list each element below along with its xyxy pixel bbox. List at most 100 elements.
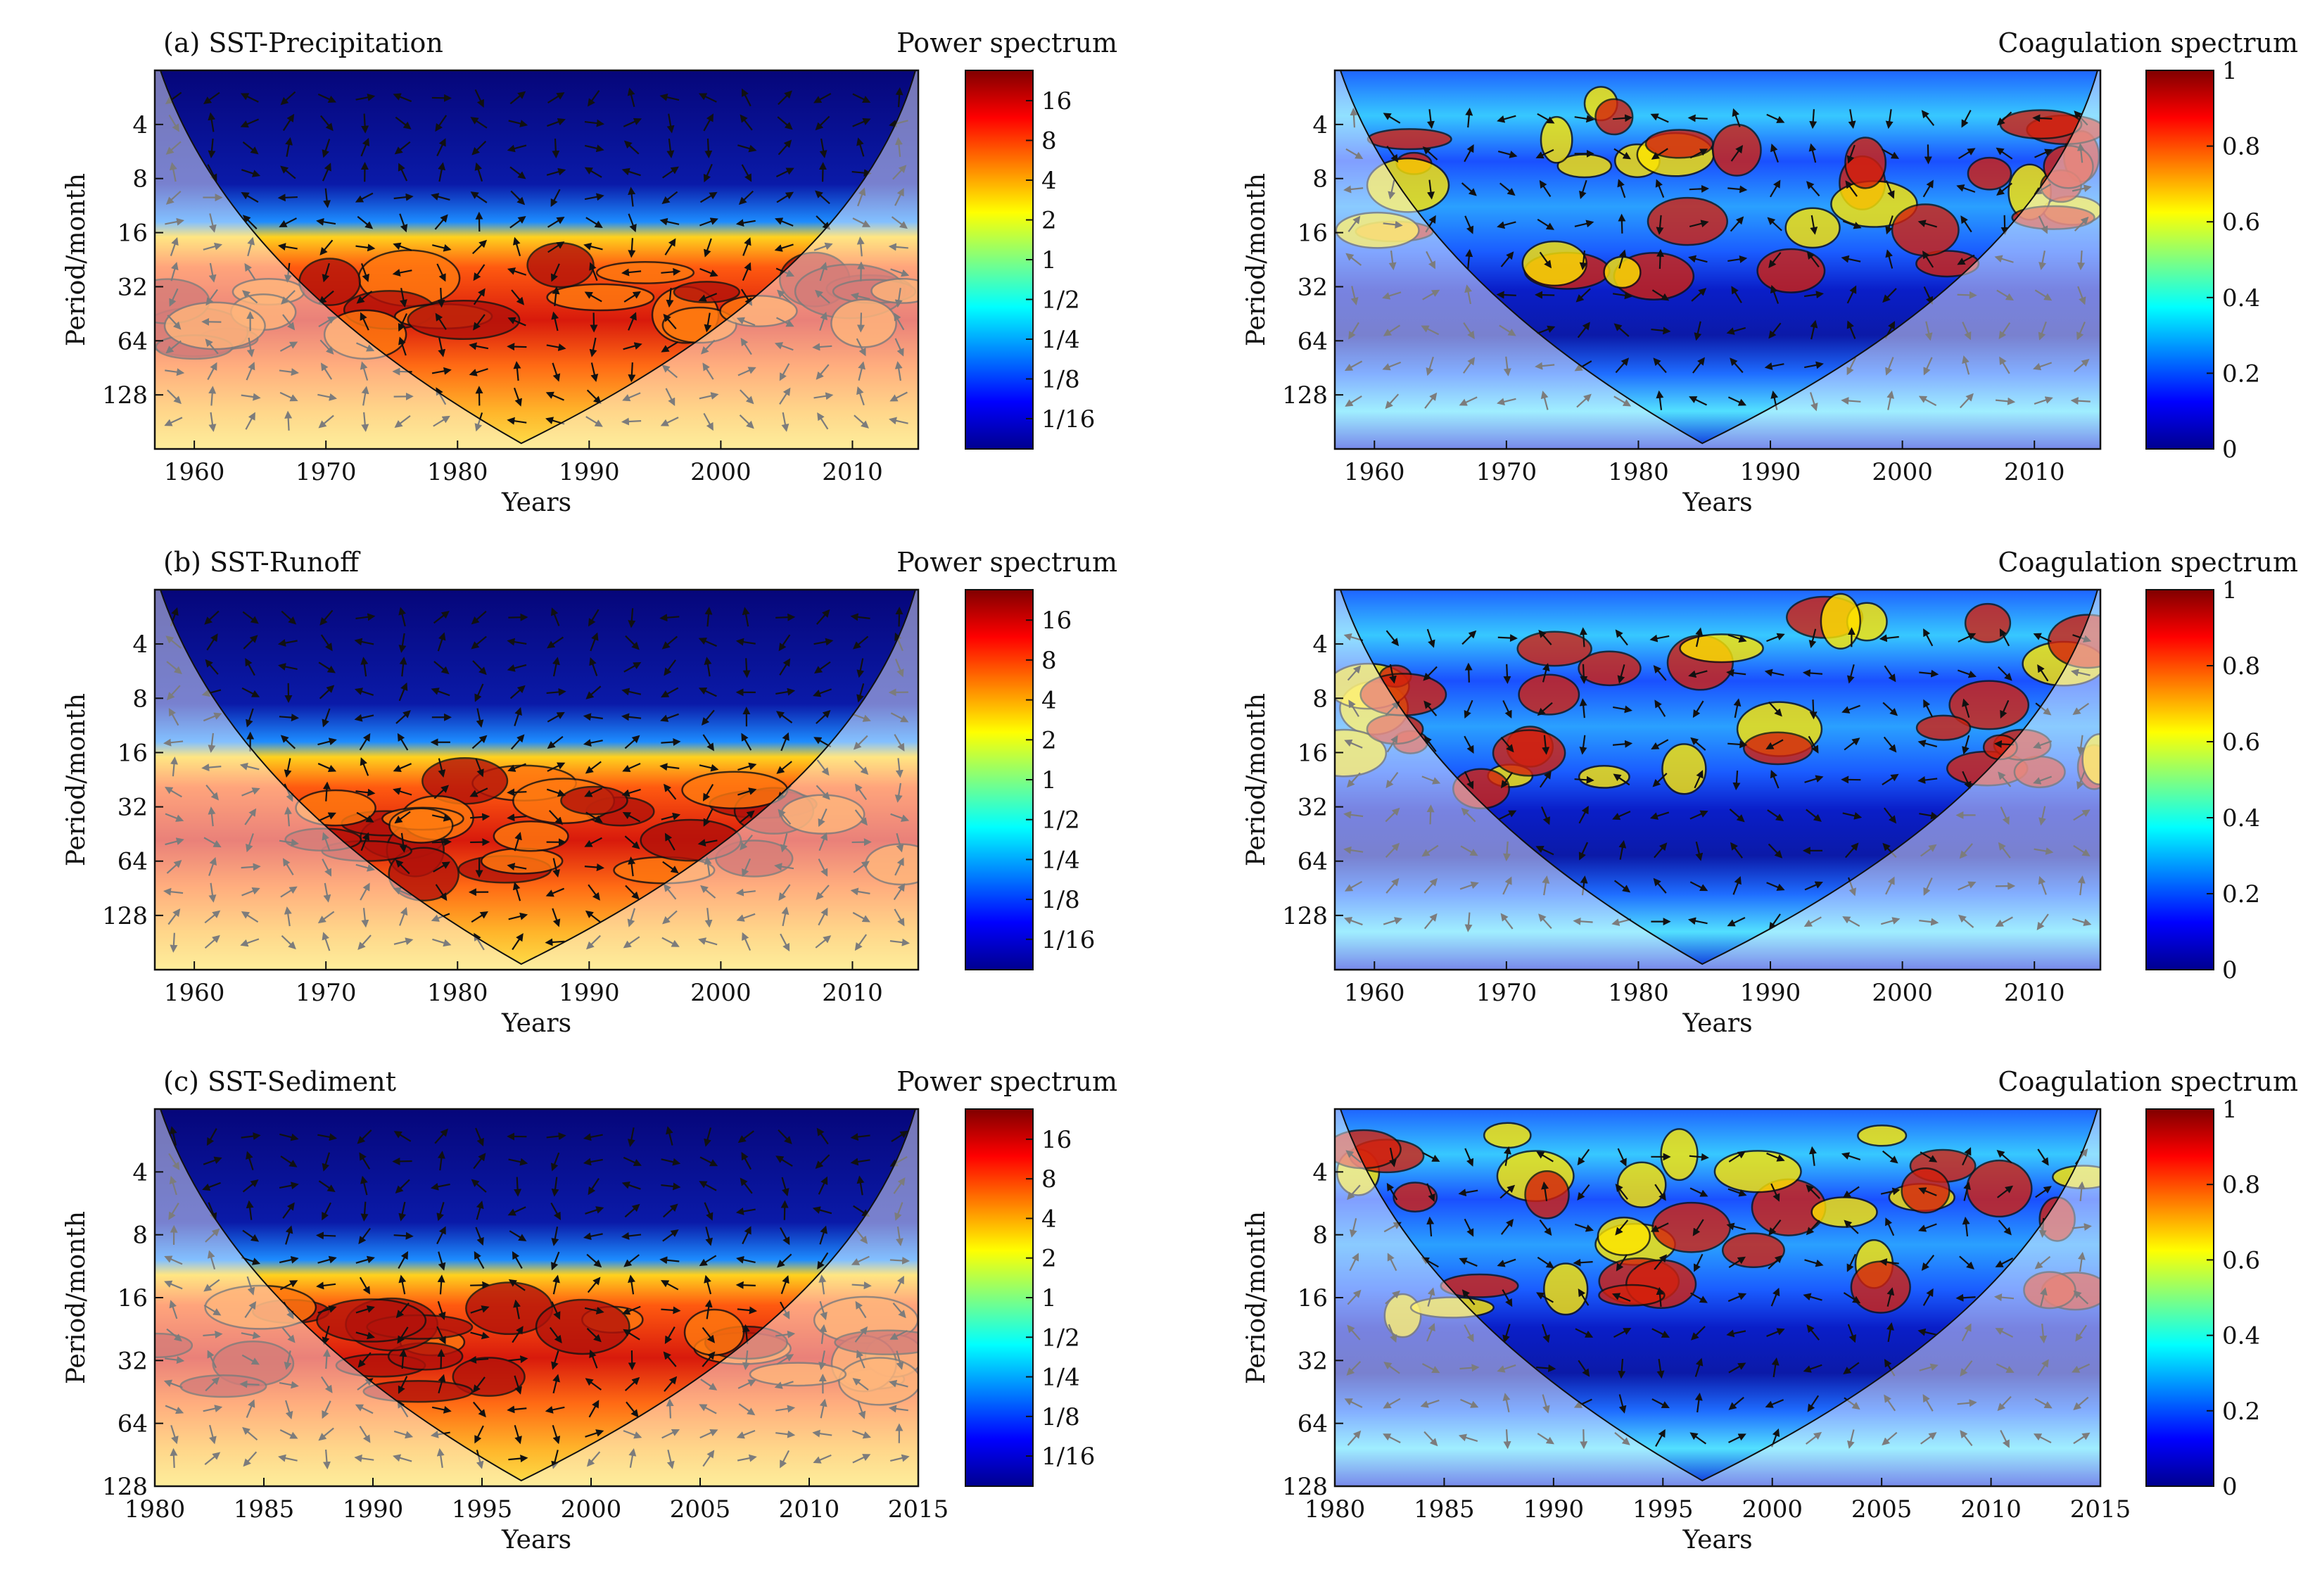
colorbar-tick-label: 0.8 [2222,652,2260,680]
cone-of-influence-edge [160,1109,916,1482]
significance-contour [546,283,655,312]
y-tick-label: 128 [1282,1473,1328,1501]
phase-arrows [1344,1146,2092,1450]
x-tick-label: 1970 [1476,458,1537,486]
phase-arrows [163,1126,911,1470]
phase-arrows [164,87,910,432]
significance-contour [1966,1159,2033,1218]
colorbar-tick-label: 1/16 [1041,926,1095,954]
colorbar-tick-label: 0.8 [2222,133,2260,161]
x-tick-label: 2010 [2004,979,2065,1007]
x-tick-label: 2010 [779,1495,840,1524]
x-tick-label: 2010 [822,458,883,486]
y-tick-label: 16 [118,739,148,767]
colorbar-tick-label: 1/8 [1041,886,1080,914]
x-tick-label: 1990 [1523,1495,1585,1524]
y-axis-label: Period/month [1242,173,1271,346]
colorbar-tick-label: 0 [2222,1473,2238,1501]
cone-of-influence [1335,590,2100,970]
colorbar-tick-label: 1/4 [1041,326,1080,354]
y-tick-label: 16 [118,1284,148,1312]
significance-contour [1661,743,1707,795]
x-axis-label: Years [501,1526,571,1554]
significance-contour [452,1357,526,1397]
colorbar-tick-label: 1/16 [1041,1443,1095,1471]
x-tick-label: 1995 [1632,1495,1694,1524]
significance-contour [1452,768,1510,810]
colorbar-tick-label: 4 [1041,687,1057,715]
x-tick-label: 1985 [1414,1495,1475,1524]
significance-contour [1393,1182,1438,1212]
cone-of-influence [1335,70,2100,449]
significance-contour [1366,128,1452,151]
significance-contour [1644,129,1714,159]
y-tick-label: 4 [132,111,148,139]
significance-contour [1598,1284,1666,1307]
significance-contour [595,260,695,284]
colorbar-tick-label: 16 [1041,1126,1072,1154]
y-axis-label: Period/month [62,1211,91,1384]
x-tick-label: 1960 [164,458,225,486]
y-axis-label: Period/month [62,693,91,866]
significance-contour [1492,729,1566,777]
significance-contour [1521,240,1588,287]
colorbar-tick-label: 1/2 [1041,806,1080,835]
y-tick-label: 8 [132,685,148,713]
x-tick-label: 1990 [559,458,620,486]
panel-a-power: 1960 1970 1980 1990 2000 201048163264128Years… [62,27,1117,517]
significance-contour [388,807,454,844]
significance-contour [1597,1216,1651,1256]
x-tick-label: 1980 [1608,458,1669,486]
y-axis-label: Period/month [62,173,91,346]
significance-contour [1540,115,1573,164]
colorbar [2145,70,2214,450]
cone-of-influence-edge [160,70,916,445]
colorbar-tick-label: 8 [1041,127,1057,156]
colorbar-tick-label: 0.4 [2222,804,2260,832]
y-tick-label: 128 [102,381,148,410]
significance-contour [560,785,628,816]
x-tick-label: 2010 [2004,458,2065,486]
y-tick-label: 8 [1312,1222,1328,1250]
x-tick-label: 2000 [1742,1495,1803,1524]
y-tick-label: 64 [118,1410,148,1438]
cone-of-influence-edge [1340,590,2098,965]
panel-title: (a) SST-Precipitation [163,27,443,58]
significance-contour [2043,144,2094,189]
y-tick-label: 64 [1298,327,1328,355]
colorbar-tick-label: 2 [1041,726,1057,754]
significance-contour [1578,765,1630,789]
y-tick-label: 4 [1312,631,1328,659]
x-tick-label: 1960 [1344,458,1405,486]
y-tick-label: 4 [1312,1158,1328,1186]
colorbar-tick-label: 1/4 [1041,1364,1080,1392]
colorbar-tick-label: 0.2 [2222,1398,2260,1426]
colorbar-tick-label: 0.4 [2222,284,2260,312]
significance-contour [830,298,897,348]
colorbar-tick-label: 1 [1041,766,1057,794]
panel-title: (b) SST-Runoff [163,547,361,578]
panel-c-power: 1980 1985 1990 1995 2000 2005 2010 2015 4 8 16 32 64… [62,1066,1117,1554]
significance-contour [2047,614,2100,669]
y-tick-label: 32 [1298,273,1328,301]
x-axis-label: Years [501,488,571,517]
significance-contour [1647,196,1728,246]
significance-contour [1964,602,2012,643]
colorbar-tick-label: 0.6 [2222,728,2260,756]
colorbar-tick-label: 8 [1041,647,1057,675]
x-tick-label: 1990 [1740,979,1801,1007]
colorbar-title: Coagulation spectrum [1998,1066,2298,1097]
colorbar-tick-label: 1/8 [1041,1403,1080,1431]
significance-contour [1850,1260,1911,1314]
x-tick-label: 1980 [427,458,488,486]
x-tick-label: 1980 [1305,1495,1366,1524]
significance-contour [1810,1196,1878,1228]
y-tick-label: 8 [1312,685,1328,713]
y-tick-label: 64 [1298,848,1328,876]
colorbar-tick-label: 1 [2222,57,2238,85]
colorbar-tick-label: 16 [1041,607,1072,635]
colorbar-tick-label: 0.6 [2222,208,2260,236]
colorbar-title: Coagulation spectrum [1998,547,2298,578]
cone-of-influence-edge [160,590,916,965]
x-axis-label: Years [1682,1009,1752,1038]
